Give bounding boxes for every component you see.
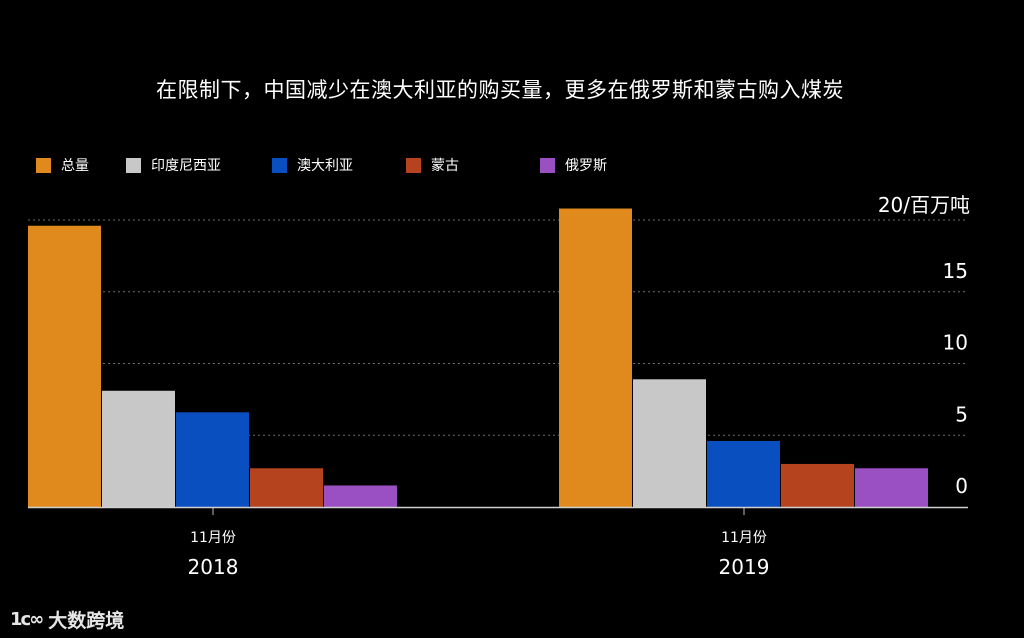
legend-label-mongolia: 蒙古	[431, 158, 459, 174]
legend-swatch-australia	[272, 157, 287, 173]
legend-swatch-indonesia	[126, 157, 141, 173]
bar	[102, 390, 175, 507]
legend-swatch-russia	[540, 157, 555, 173]
legend-label-australia: 澳大利亚	[297, 158, 353, 174]
legend-item-total: 总量	[36, 155, 89, 175]
legend-label-russia: 俄罗斯	[565, 158, 607, 174]
legend: 总量 印度尼西亚 澳大利亚 蒙古 俄罗斯	[36, 155, 656, 177]
watermark-logo-icon: 1ᴄ∞	[10, 609, 44, 630]
bar	[559, 208, 632, 507]
legend-swatch-total	[36, 157, 51, 173]
bar	[176, 412, 249, 507]
bar	[707, 440, 780, 507]
legend-label-total: 总量	[61, 158, 89, 174]
y-tick-label: 0	[955, 474, 968, 498]
bar	[781, 463, 854, 507]
legend-swatch-mongolia	[406, 157, 421, 173]
legend-item-australia: 澳大利亚	[272, 155, 353, 175]
watermark-text: 大数跨境	[48, 610, 125, 632]
group-label: 2018	[188, 555, 239, 579]
bar	[250, 468, 323, 507]
bar	[633, 379, 706, 507]
bar	[855, 468, 928, 507]
group-sublabel: 11月份	[190, 530, 236, 546]
bar	[28, 225, 101, 508]
group-sublabel: 11月份	[721, 530, 767, 546]
y-tick-label: 15	[943, 259, 968, 283]
legend-item-mongolia: 蒙古	[406, 155, 459, 175]
chart-title: 在限制下，中国减少在澳大利亚的购买量，更多在俄罗斯和蒙古购入煤炭	[156, 78, 844, 102]
legend-label-indonesia: 印度尼西亚	[151, 158, 221, 174]
legend-item-indonesia: 印度尼西亚	[126, 155, 221, 175]
y-unit-label: 20/百万吨	[878, 193, 970, 217]
y-tick-label: 10	[943, 331, 968, 355]
watermark: 1ᴄ∞ 大数跨境	[10, 606, 124, 633]
y-tick-label: 5	[955, 402, 968, 426]
legend-item-russia: 俄罗斯	[540, 155, 607, 175]
bar	[324, 485, 397, 507]
group-label: 2019	[719, 555, 770, 579]
